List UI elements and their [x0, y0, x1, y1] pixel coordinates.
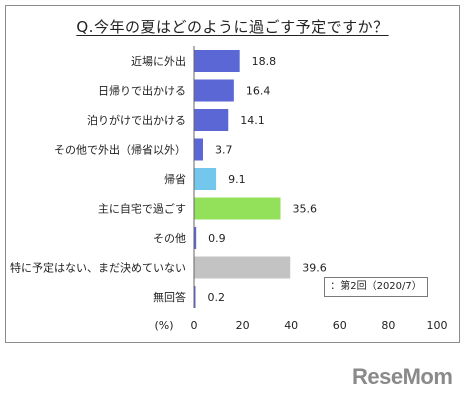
category-label: 近場に外出 [131, 54, 186, 68]
x-tick-label: 0 [191, 319, 198, 332]
value-label: 0.2 [208, 291, 226, 304]
category-label: 帰省 [164, 173, 186, 186]
value-label: 18.8 [252, 55, 277, 68]
legend-box: ：第2回（2020/7） [324, 277, 428, 297]
bar [194, 227, 197, 249]
bar [194, 79, 234, 102]
category-label: その他で外出（帰省以外） [54, 143, 186, 157]
unit-label: (%) [154, 319, 173, 332]
bar-chart: 近場に外出 18.8 日帰りで出かける 16.4 泊りがけで出かける 14.1 その他で外出… [10, 46, 448, 332]
value-label: 35.6 [293, 203, 318, 216]
bar [194, 138, 203, 161]
value-label: 16.4 [246, 85, 270, 98]
category-label: その他 [153, 232, 186, 245]
x-tick-label: 20 [236, 319, 250, 332]
bar [194, 286, 196, 308]
chart-frame: Q.今年の夏はどのように過ごす予定ですか？ 近場に外出 18.8 日帰りで出かける 1… [5, 5, 460, 343]
x-tick-label: 80 [381, 319, 395, 332]
x-tick-label: 40 [284, 319, 298, 332]
bar [194, 109, 229, 131]
value-label: 39.6 [302, 262, 327, 275]
category-label: 泊りがけで出かける [87, 113, 186, 127]
category-label: 日帰りで出かける [98, 84, 186, 98]
x-tick-label: 60 [333, 319, 347, 332]
value-label: 14.1 [240, 114, 265, 127]
brand-logo-text: ReseMom [352, 364, 452, 389]
chart-title: Q.今年の夏はどのように過ごす予定ですか？ [76, 18, 389, 36]
category-label: 特に予定はない、まだ決めていない [10, 261, 186, 275]
bar [194, 168, 217, 190]
category-label: 主に自宅で過ごす [98, 202, 186, 216]
x-tick-label: 100 [427, 319, 448, 332]
category-label: 無回答 [153, 290, 186, 304]
bar [194, 256, 291, 279]
brand-logo: ReseMom [350, 358, 462, 390]
bar [194, 50, 240, 72]
value-label: 3.7 [215, 144, 233, 157]
value-label: 0.9 [208, 232, 226, 245]
value-label: 9.1 [228, 173, 246, 186]
bar [194, 197, 281, 220]
